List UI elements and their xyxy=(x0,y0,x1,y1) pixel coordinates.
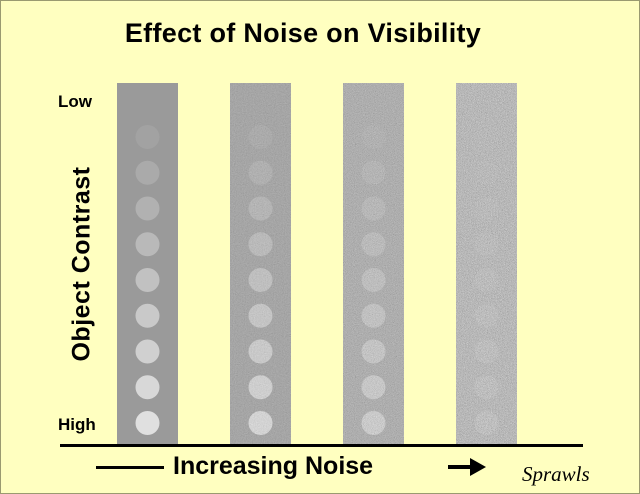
contrast-object xyxy=(135,160,160,185)
contrast-object xyxy=(135,339,160,364)
baseline xyxy=(60,444,583,447)
contrast-object xyxy=(135,196,160,221)
x-axis-label: Increasing Noise xyxy=(173,452,374,480)
low-contrast-label: Low xyxy=(58,92,92,111)
credit-signature: Sprawls xyxy=(522,462,590,486)
contrast-object xyxy=(135,303,160,328)
noise-overlay xyxy=(230,83,291,444)
axis-leader-line xyxy=(96,466,164,469)
contrast-object xyxy=(135,268,160,292)
high-contrast-label: High xyxy=(58,415,96,434)
noise-overlay xyxy=(343,83,404,444)
noise-overlay xyxy=(456,83,517,444)
contrast-object xyxy=(135,375,160,400)
contrast-object xyxy=(135,125,160,149)
contrast-object xyxy=(135,411,160,435)
right-arrow-icon xyxy=(448,458,486,476)
contrast-object xyxy=(135,232,160,257)
slide-title: Effect of Noise on Visibility xyxy=(124,18,482,48)
